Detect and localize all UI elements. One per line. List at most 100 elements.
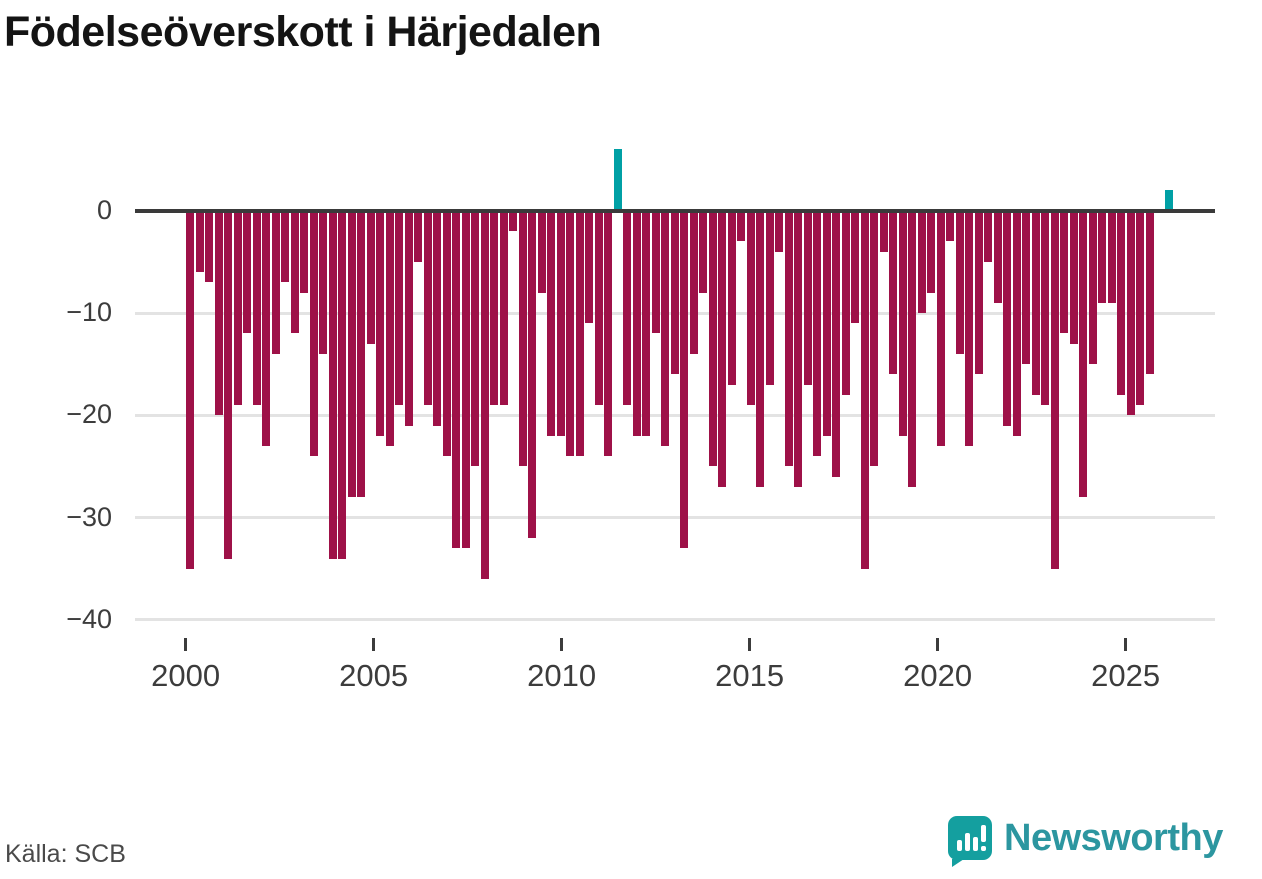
bar-2022-Q3 [1041, 210, 1049, 406]
bar-2010-Q3 [585, 210, 593, 324]
x-tick [748, 638, 752, 651]
bar-2024-Q1 [1098, 210, 1106, 303]
bar-2010-Q4 [594, 210, 603, 406]
bar-2013-Q4 [708, 210, 717, 467]
bar-2021-Q4 [1012, 210, 1021, 436]
bar-2019-Q4 [936, 210, 945, 446]
x-tick-label: 2020 [903, 658, 973, 693]
bar-2002-Q3 [281, 210, 289, 283]
x-tick-label: 2010 [527, 658, 597, 693]
bar-2014-Q3 [737, 210, 745, 242]
bar-2016-Q2 [803, 210, 812, 385]
bar-2020-Q3 [965, 210, 973, 446]
x-tick [936, 638, 940, 651]
bar-2007-Q1 [452, 210, 460, 549]
bar-2025-Q4 [1164, 190, 1173, 211]
bar-2013-Q3 [699, 210, 707, 293]
bar-2009-Q2 [537, 210, 546, 293]
bar-2003-Q2 [309, 210, 318, 457]
bar-2001-Q3 [243, 210, 251, 334]
bar-2012-Q1 [642, 210, 650, 436]
bar-2018-Q2 [879, 210, 888, 252]
x-tick [1124, 638, 1128, 651]
bar-2021-Q3 [1003, 210, 1011, 426]
bar-2007-Q3 [471, 210, 479, 467]
bar-2000-Q2 [195, 210, 204, 273]
logo-exclamation-icon [981, 825, 986, 842]
bar-2011-Q2 [613, 149, 622, 211]
source-note: Källa: SCB [5, 840, 126, 868]
logo-chart-bar-icon [973, 837, 978, 851]
bar-2023-Q3 [1079, 210, 1087, 498]
bar-2012-Q2 [651, 210, 660, 334]
x-tick [560, 638, 564, 651]
bar-2014-Q4 [746, 210, 755, 406]
bar-2011-Q1 [604, 210, 612, 457]
y-tick-label: −10 [66, 297, 112, 327]
bar-2015-Q1 [756, 210, 764, 487]
bar-2002-Q2 [271, 210, 280, 354]
bar-2021-Q1 [984, 210, 992, 262]
bar-2003-Q4 [328, 210, 337, 559]
newsworthy-logo-icon [948, 816, 992, 867]
bar-2006-Q2 [423, 210, 432, 406]
bar-2025-Q2 [1145, 210, 1154, 375]
x-tick-label: 2025 [1091, 658, 1161, 693]
bar-2015-Q3 [775, 210, 783, 252]
bar-2014-Q2 [727, 210, 736, 385]
logo-exclamation-dot-icon [981, 846, 986, 851]
bar-2016-Q4 [822, 210, 831, 436]
gridline [135, 413, 1215, 417]
bar-2022-Q1 [1022, 210, 1030, 365]
bar-2010-Q2 [575, 210, 584, 457]
bar-2018-Q1 [870, 210, 878, 467]
bar-2006-Q4 [442, 210, 451, 457]
bar-2019-Q3 [927, 210, 935, 293]
bar-2001-Q2 [233, 210, 242, 406]
x-tick-label: 2015 [715, 658, 785, 693]
bar-2009-Q4 [556, 210, 565, 436]
bar-2011-Q4 [632, 210, 641, 436]
y-tick-label: 0 [96, 194, 112, 225]
bar-2008-Q1 [490, 210, 498, 406]
bar-2016-Q3 [813, 210, 821, 457]
bar-2015-Q2 [765, 210, 774, 385]
bar-2007-Q2 [461, 210, 470, 549]
bar-2009-Q3 [547, 210, 555, 436]
bar-2019-Q1 [908, 210, 916, 487]
bar-2023-Q4 [1088, 210, 1097, 365]
x-tick [372, 638, 376, 651]
bar-2021-Q2 [993, 210, 1002, 303]
bar-2008-Q4 [518, 210, 527, 467]
bar-2000-Q1 [186, 210, 194, 569]
y-tick-label: −30 [66, 501, 112, 532]
bar-2015-Q4 [784, 210, 793, 467]
bar-2019-Q2 [917, 210, 926, 313]
bar-2024-Q3 [1117, 210, 1125, 395]
bar-2003-Q1 [300, 210, 308, 293]
bar-2001-Q1 [224, 210, 232, 559]
logo-chart-bar-icon [957, 840, 962, 851]
zero-axis-line [135, 208, 1215, 213]
bar-2017-Q1 [832, 210, 840, 477]
bar-2005-Q2 [385, 210, 394, 446]
gridline [135, 516, 1215, 520]
bar-2020-Q1 [946, 210, 954, 242]
bar-2003-Q3 [319, 210, 327, 354]
bar-2013-Q1 [680, 210, 688, 549]
bar-2002-Q4 [290, 210, 299, 334]
bar-2013-Q2 [689, 210, 698, 354]
gridline [135, 618, 1215, 622]
bar-2004-Q3 [357, 210, 365, 498]
x-tick-label: 2005 [339, 658, 409, 693]
bar-2011-Q3 [623, 210, 631, 406]
bar-2024-Q2 [1107, 210, 1116, 303]
bar-2008-Q3 [509, 210, 517, 232]
bar-2006-Q3 [433, 210, 441, 426]
bar-2001-Q4 [252, 210, 261, 406]
bar-2025-Q1 [1136, 210, 1144, 406]
bar-2023-Q1 [1060, 210, 1068, 334]
bar-2000-Q4 [214, 210, 223, 416]
logo-chart-bar-icon [965, 833, 970, 851]
